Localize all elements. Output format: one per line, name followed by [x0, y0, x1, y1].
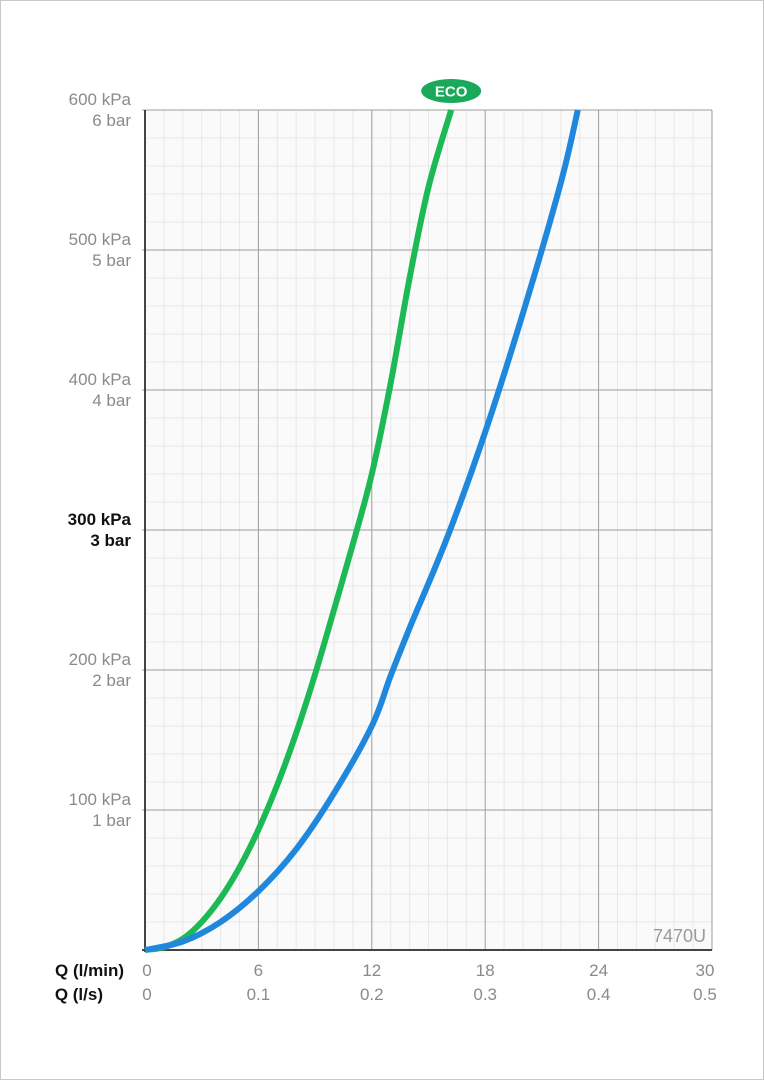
y-tick-label-bar: 3 bar [90, 531, 131, 550]
x-tick-label-ls: 0.4 [587, 985, 611, 1004]
y-tick-label-kpa: 300 kPa [68, 510, 132, 529]
y-tick-label-bar: 6 bar [92, 111, 131, 130]
y-tick-label-bar: 2 bar [92, 671, 131, 690]
x-tick-label-ls: 0 [142, 985, 151, 1004]
x-tick-label-lmin: 30 [696, 961, 715, 980]
x-tick-label-lmin: 0 [142, 961, 151, 980]
y-tick-label-bar: 1 bar [92, 811, 131, 830]
x-axis-label-lmin: Q (l/min) [55, 961, 124, 980]
series-line-eco [144, 109, 455, 953]
x-tick-label-ls: 0.5 [693, 985, 717, 1004]
series-line-standard [144, 109, 581, 953]
y-tick-label-kpa: 400 kPa [69, 370, 132, 389]
y-tick-label-bar: 4 bar [92, 391, 131, 410]
y-tick-label-kpa: 100 kPa [69, 790, 132, 809]
x-tick-label-lmin: 24 [589, 961, 608, 980]
x-tick-label-lmin: 6 [254, 961, 263, 980]
x-tick-label-lmin: 12 [362, 961, 381, 980]
x-tick-label-lmin: 18 [476, 961, 495, 980]
x-tick-label-ls: 0.3 [473, 985, 497, 1004]
eco-badge [421, 79, 482, 103]
eco-badge-label: ECO [435, 84, 468, 101]
x-tick-label-ls: 0.1 [247, 985, 271, 1004]
y-tick-label-kpa: 600 kPa [69, 90, 132, 109]
y-tick-label-kpa: 200 kPa [69, 650, 132, 669]
model-label: 7470U [653, 926, 706, 946]
y-tick-label-bar: 5 bar [92, 251, 131, 270]
y-tick-label-kpa: 500 kPa [69, 230, 132, 249]
x-axis-label-ls: Q (l/s) [55, 985, 103, 1004]
x-tick-label-ls: 0.2 [360, 985, 384, 1004]
